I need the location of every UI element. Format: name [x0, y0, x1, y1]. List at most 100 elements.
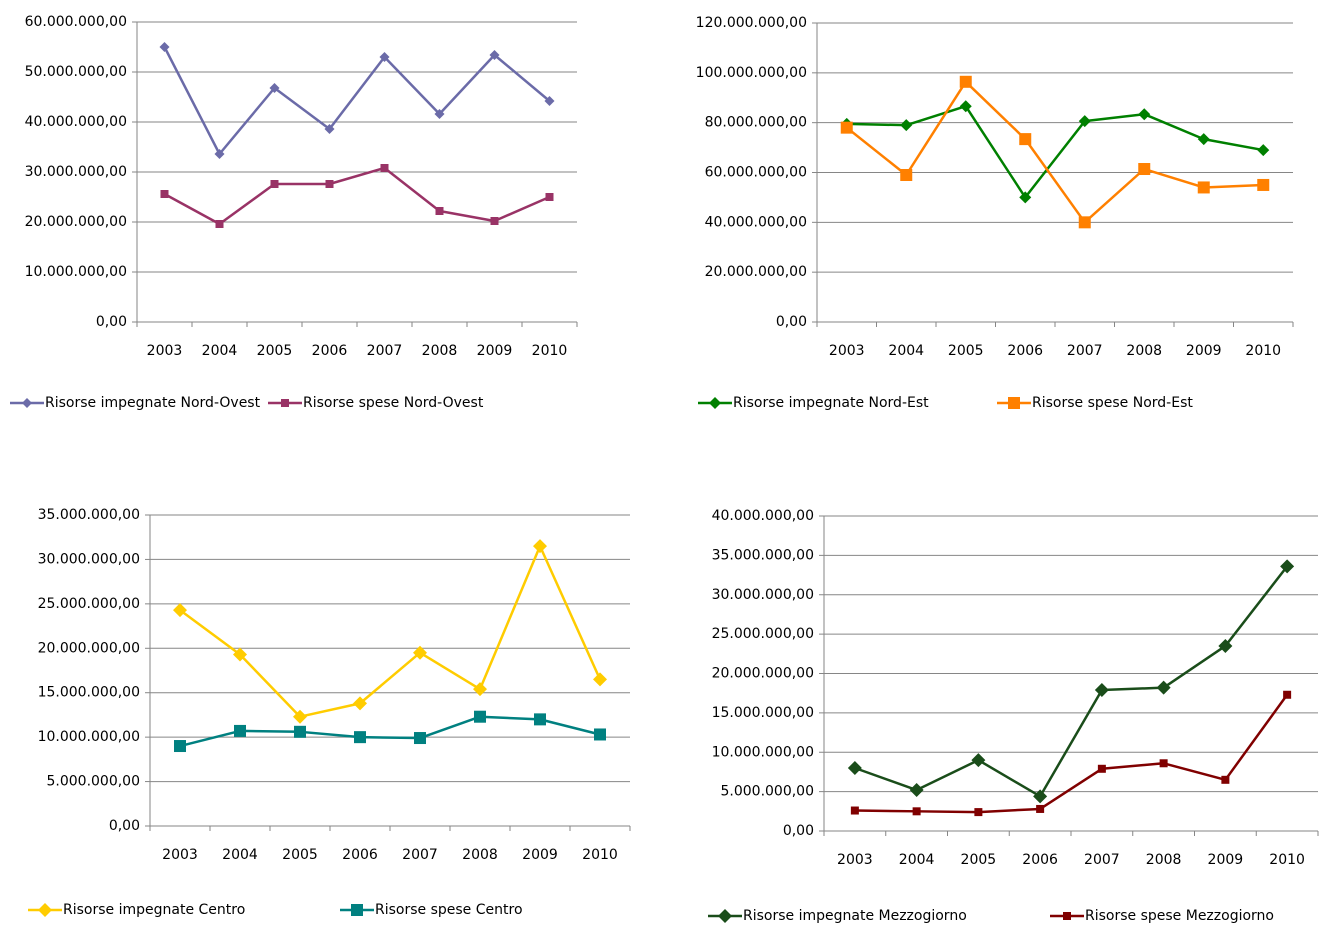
- marker: [850, 806, 859, 815]
- y-tick-label: 80.000.000,00: [705, 115, 807, 131]
- marker: [159, 42, 170, 52]
- y-tick-label: 0,00: [776, 314, 807, 330]
- marker: [354, 731, 366, 744]
- y-tick-label: 35.000.000,00: [38, 507, 140, 523]
- series-line: [846, 104, 1264, 199]
- series-line: [179, 715, 601, 748]
- chart: 0,00 5.000.000,00 10.000.000,00 15.000.000,…: [708, 508, 1319, 924]
- y-tick-label: 40.000.000,00: [712, 508, 814, 524]
- marker: [1257, 144, 1270, 157]
- marker: [173, 603, 187, 618]
- y-tick-label: 60.000.000,00: [25, 14, 127, 30]
- y-tick-label: 120.000.000,00: [696, 15, 807, 31]
- y-tick-label: 25.000.000,00: [712, 626, 814, 642]
- y-tick-label: 5.000.000,00: [720, 784, 814, 800]
- y-tick-label: 25.000.000,00: [38, 596, 140, 612]
- marker: [971, 753, 986, 768]
- legend-label: Risorse impegnate Nord-Est: [733, 395, 929, 411]
- x-tick-label: 2007: [402, 847, 438, 863]
- chart: 0,00 20.000.000,00 40.000.000,00 60.000.000…: [696, 15, 1294, 411]
- marker: [1138, 163, 1151, 176]
- marker: [1257, 178, 1270, 191]
- marker: [1283, 690, 1292, 699]
- x-tick-label: 2006: [1022, 852, 1058, 868]
- marker: [353, 696, 367, 711]
- x-tick-label: 2008: [1146, 852, 1182, 868]
- marker: [545, 193, 554, 201]
- y-tick-label: 20.000.000,00: [712, 666, 814, 682]
- y-tick-label: 15.000.000,00: [38, 685, 140, 701]
- marker: [293, 709, 307, 724]
- series-line: [854, 565, 1289, 798]
- marker: [281, 399, 289, 407]
- marker: [909, 783, 924, 798]
- legend-label: Risorse impegnate Centro: [63, 902, 245, 918]
- marker: [1159, 759, 1168, 768]
- marker: [544, 96, 555, 106]
- legend-label: Risorse spese Nord-Ovest: [303, 395, 484, 411]
- marker: [959, 100, 972, 113]
- x-tick-label: 2005: [948, 343, 984, 359]
- marker: [214, 149, 225, 159]
- x-tick-label: 2010: [1245, 343, 1281, 359]
- marker: [959, 75, 972, 88]
- marker: [1138, 108, 1151, 121]
- marker: [474, 710, 486, 723]
- y-tick-label: 100.000.000,00: [696, 65, 807, 81]
- marker: [1218, 638, 1233, 653]
- x-tick-label: 2005: [282, 847, 318, 863]
- marker: [233, 647, 247, 662]
- marker: [22, 398, 32, 408]
- x-tick-label: 2006: [312, 343, 348, 359]
- marker: [1094, 683, 1109, 698]
- x-tick-label: 2003: [162, 847, 198, 863]
- marker: [1197, 181, 1210, 194]
- marker: [490, 217, 499, 225]
- legend-label: Risorse impegnate Mezzogiorno: [743, 908, 967, 924]
- x-tick-label: 2005: [257, 343, 293, 359]
- y-tick-label: 10.000.000,00: [712, 744, 814, 760]
- x-tick-label: 2009: [1186, 343, 1222, 359]
- y-tick-label: 5.000.000,00: [46, 774, 140, 790]
- marker: [379, 52, 390, 62]
- x-tick-label: 2003: [147, 343, 183, 359]
- y-tick-label: 0,00: [783, 823, 814, 839]
- x-tick-label: 2010: [1269, 852, 1305, 868]
- x-tick-label: 2003: [837, 852, 873, 868]
- marker: [1063, 912, 1071, 920]
- y-tick-label: 60.000.000,00: [705, 165, 807, 181]
- marker: [900, 168, 913, 181]
- marker: [215, 220, 224, 228]
- y-tick-label: 30.000.000,00: [38, 551, 140, 567]
- x-tick-label: 2009: [522, 847, 558, 863]
- x-tick-label: 2007: [1084, 852, 1120, 868]
- y-tick-label: 35.000.000,00: [712, 547, 814, 563]
- marker: [270, 180, 279, 188]
- x-tick-label: 2009: [1208, 852, 1244, 868]
- x-tick-label: 2004: [888, 343, 924, 359]
- marker: [38, 903, 52, 917]
- y-tick-label: 40.000.000,00: [25, 114, 127, 130]
- marker: [160, 190, 169, 198]
- marker: [840, 121, 853, 134]
- marker: [380, 164, 389, 172]
- y-tick-label: 10.000.000,00: [38, 729, 140, 745]
- marker: [234, 724, 246, 737]
- x-tick-label: 2007: [1067, 343, 1103, 359]
- marker: [324, 124, 335, 134]
- y-tick-label: 30.000.000,00: [25, 164, 127, 180]
- x-tick-label: 2008: [462, 847, 498, 863]
- marker: [534, 713, 546, 726]
- marker: [1078, 115, 1091, 128]
- y-tick-label: 0,00: [96, 314, 127, 330]
- marker: [594, 728, 606, 741]
- x-tick-label: 2003: [829, 343, 865, 359]
- marker: [1033, 789, 1048, 804]
- x-tick-label: 2004: [899, 852, 935, 868]
- marker: [435, 207, 444, 215]
- y-tick-label: 30.000.000,00: [712, 587, 814, 603]
- marker: [709, 397, 721, 409]
- marker: [473, 682, 487, 697]
- marker: [489, 50, 500, 60]
